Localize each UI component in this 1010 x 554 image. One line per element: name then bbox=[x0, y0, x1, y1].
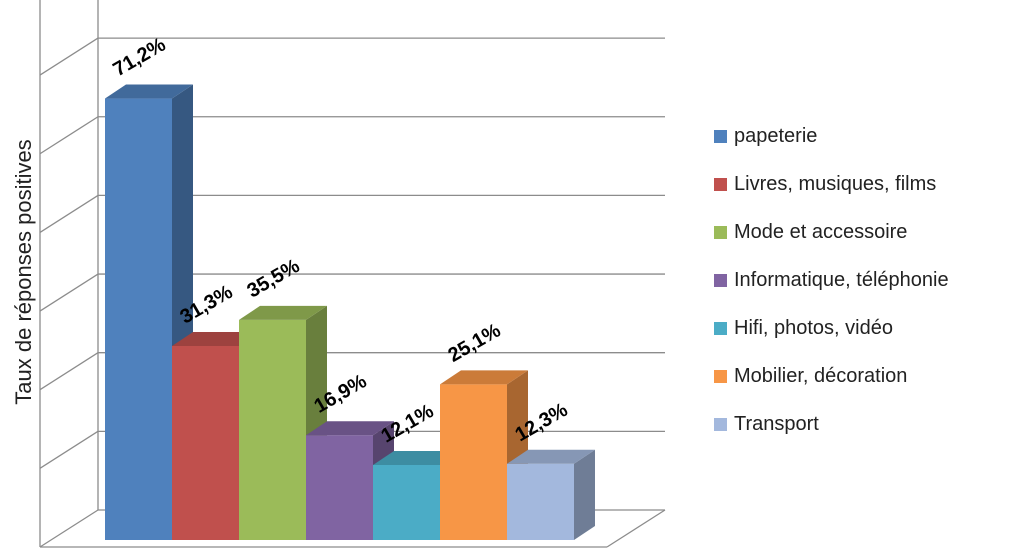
gridline-side bbox=[39, 116, 99, 155]
bar-1 bbox=[105, 98, 172, 540]
legend-label: Transport bbox=[734, 412, 819, 435]
legend-item-1: papeterie bbox=[714, 120, 1010, 152]
bar-6-top bbox=[440, 370, 528, 385]
bar-2 bbox=[172, 345, 239, 540]
bar-3 bbox=[239, 319, 306, 540]
legend-item-4: Informatique, téléphonie bbox=[714, 264, 1010, 296]
legend-item-5: Hifi, photos, vidéo bbox=[714, 312, 1010, 344]
bar-1-top bbox=[105, 84, 193, 99]
bar-4 bbox=[306, 435, 373, 540]
bar-3-top bbox=[239, 305, 327, 320]
legend-label: Mobilier, décoration bbox=[734, 364, 908, 387]
data-label-5: 12,1% bbox=[377, 400, 437, 448]
legend-swatch bbox=[714, 177, 727, 191]
legend-label: Livres, musiques, films bbox=[734, 172, 937, 195]
legend-swatch bbox=[714, 273, 727, 287]
y-axis-title: Taux de réponses positives bbox=[11, 139, 36, 404]
legend-item-2: Livres, musiques, films bbox=[714, 168, 1010, 200]
gridline-side bbox=[39, 352, 99, 391]
legend-swatch bbox=[714, 417, 727, 431]
data-label-3: 35,5% bbox=[243, 255, 303, 303]
legend-swatch bbox=[714, 369, 727, 383]
legend: papeterie Livres, musiques, films Mode et … bbox=[714, 120, 1010, 456]
legend-item-3: Mode et accessoire bbox=[714, 216, 1010, 248]
gridline-side bbox=[39, 194, 99, 233]
legend-label: papeterie bbox=[734, 124, 818, 147]
floor-right-edge bbox=[606, 509, 666, 548]
legend-swatch bbox=[714, 321, 727, 335]
gridline-side bbox=[39, 37, 99, 76]
legend-label: Mode et accessoire bbox=[734, 220, 908, 243]
bar-2-top bbox=[172, 331, 260, 346]
gridline-side bbox=[39, 430, 99, 469]
legend-label: Informatique, téléphonie bbox=[734, 268, 949, 291]
data-label-1: 71,2% bbox=[109, 34, 169, 82]
bar-7-top bbox=[507, 449, 595, 464]
gridline-side bbox=[39, 273, 99, 312]
bar-5 bbox=[373, 464, 440, 540]
bar-6 bbox=[440, 384, 507, 540]
legend-label: Hifi, photos, vidéo bbox=[734, 316, 893, 339]
legend-item-7: Transport bbox=[714, 408, 1010, 440]
bar-4-top bbox=[306, 421, 394, 436]
bar-7 bbox=[507, 463, 574, 540]
gridline-side bbox=[39, 509, 99, 548]
bar-7-side bbox=[574, 449, 595, 540]
data-label-6: 25,1% bbox=[444, 319, 504, 367]
bar-5-top bbox=[373, 450, 461, 465]
legend-swatch bbox=[714, 225, 727, 239]
legend-swatch bbox=[714, 129, 727, 143]
legend-item-6: Mobilier, décoration bbox=[714, 360, 1010, 392]
